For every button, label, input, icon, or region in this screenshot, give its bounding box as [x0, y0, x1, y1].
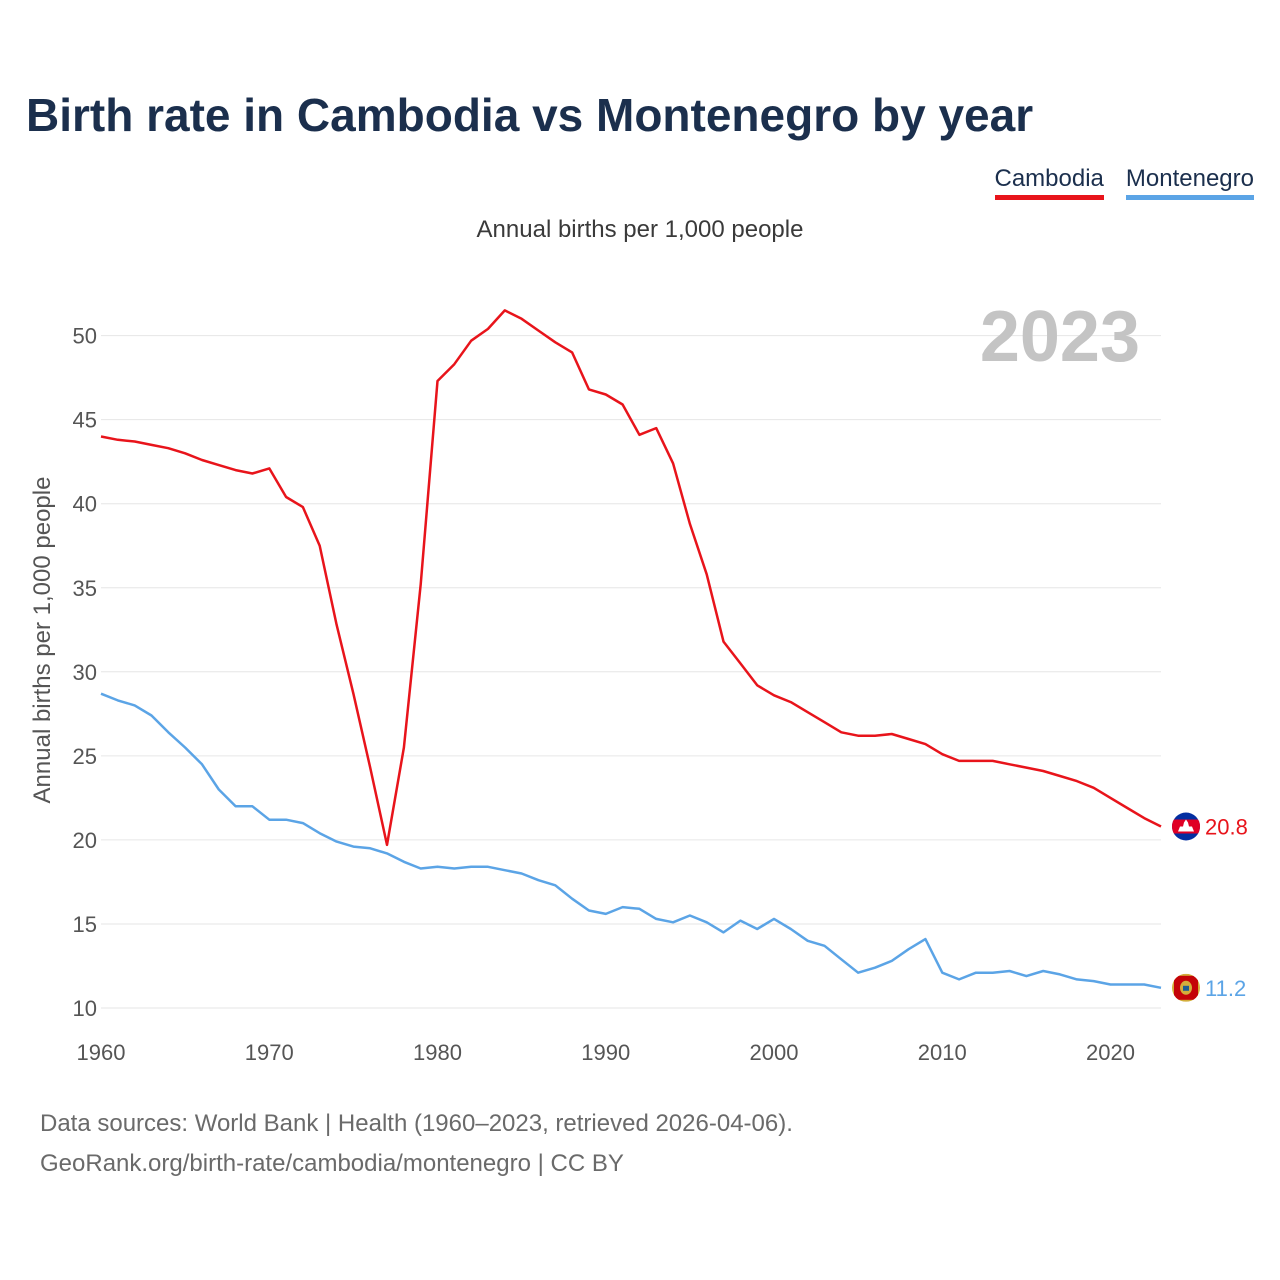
x-tick-label: 2000 — [750, 1040, 799, 1065]
y-tick-label: 40 — [73, 492, 97, 517]
legend-item-montenegro[interactable]: Montenegro — [1125, 165, 1254, 200]
year-label: 2023 — [980, 297, 1140, 377]
legend-item-cambodia[interactable]: Cambodia — [994, 165, 1104, 200]
x-tick-label: 2010 — [918, 1040, 967, 1065]
series-line-cambodia[interactable] — [100, 309, 1162, 847]
y-tick-label: 10 — [73, 996, 97, 1021]
end-labels: 20.8 11.2 — [1205, 814, 1248, 1000]
end-value-montenegro: 11.2 — [1205, 976, 1246, 1001]
x-tick-label: 2020 — [1086, 1040, 1135, 1065]
x-tick-label: 1990 — [581, 1040, 630, 1065]
y-tick-label: 50 — [73, 324, 97, 349]
x-axis-ticks: 1960 1970 1980 1990 2000 2010 2020 — [77, 1040, 1135, 1065]
end-value-cambodia: 20.8 — [1205, 814, 1248, 839]
y-axis-ticks: 10 15 20 25 30 35 40 45 50 — [73, 324, 97, 1021]
series-line-montenegro[interactable] — [100, 692, 1162, 990]
chart-title: Birth rate in Cambodia vs Montenegro by … — [26, 89, 1034, 141]
source-note: Data sources: World Bank | Health (1960–… — [40, 1104, 793, 1184]
cambodia-flag-icon — [1172, 812, 1200, 841]
montenegro-flag-icon — [1172, 973, 1200, 1002]
y-tick-label: 25 — [73, 744, 97, 769]
y-tick-label: 45 — [73, 408, 97, 433]
x-tick-label: 1970 — [245, 1040, 294, 1065]
source-line-1: Data sources: World Bank | Health (1960–… — [40, 1110, 793, 1137]
x-tick-label: 1960 — [77, 1040, 126, 1065]
y-axis-label: Annual births per 1,000 people — [29, 477, 56, 804]
y-tick-label: 35 — [73, 576, 97, 601]
y-tick-label: 20 — [73, 828, 97, 853]
source-link[interactable]: GeoRank.org/birth-rate/cambodia/monteneg… — [40, 1150, 624, 1177]
y-tick-label: 30 — [73, 660, 97, 685]
y-tick-label: 15 — [73, 912, 97, 937]
series-lines — [100, 309, 1162, 990]
x-tick-label: 1980 — [413, 1040, 462, 1065]
chart-subtitle: Annual births per 1,000 people — [476, 216, 804, 243]
legend: Cambodia Montenegro — [994, 165, 1254, 200]
